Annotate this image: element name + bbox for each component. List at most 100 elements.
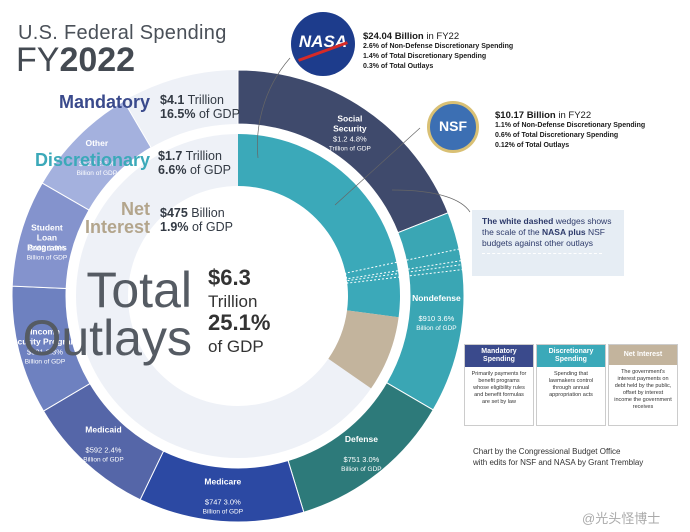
discretionary-unit: Trillion <box>185 149 222 163</box>
total-outlays-label: Total Outlays <box>20 265 192 363</box>
nsf-connector <box>334 127 421 206</box>
legend-discretionary-title: Discretionary Spending <box>537 345 605 367</box>
outer-unit-other: Billion of GDP <box>77 170 117 177</box>
outer-unit-nondefense: Billion of GDP <box>416 325 456 332</box>
legend-mandatory-title-line2: Spending <box>483 356 515 363</box>
discretionary-amount: $1.7 <box>158 149 183 163</box>
discretionary-value: $1.7 Trillion 6.6% of GDP <box>158 149 231 177</box>
legend-net-interest-body: The government's interest payments on de… <box>614 369 672 410</box>
note-part2: wedges shows the scale of the <box>482 216 612 237</box>
title-year: 2022 <box>59 41 136 79</box>
nsf-logo-text: NSF <box>439 118 467 134</box>
mandatory-unit: Trillion <box>187 93 224 107</box>
legend-discretionary-title-line2: Spending <box>555 356 587 363</box>
inner-wedge-discretionary <box>238 134 401 318</box>
note-part1: The white dashed <box>482 216 554 226</box>
total-pct-suffix: of GDP <box>208 337 264 356</box>
discretionary-pct: 6.6% <box>158 163 187 177</box>
outer-value-student-loan-programs: $482 1.9% <box>29 243 65 252</box>
legend-mandatory-title-line1: Mandatory <box>481 348 517 355</box>
center-disc <box>128 186 348 406</box>
nasa-logo: NASA <box>291 12 355 76</box>
nasa-line2: 1.4% of Total Discretionary Spending <box>363 53 487 60</box>
outer-unit-social-security: Trillion of GDP <box>329 145 371 152</box>
outer-unit-income-security-programs: Billion of GDP <box>25 358 65 365</box>
outer-unit-student-loan-programs: Billion of GDP <box>27 254 67 261</box>
total-pct: 25.1% <box>208 310 271 335</box>
nsf-logo: NSF <box>427 101 479 153</box>
legend-net-interest-title-line1: Net Interest <box>623 351 663 358</box>
discretionary-label: Discretionary <box>34 150 150 170</box>
nsf-annotation: $10.17 Billion in FY22 1.1% of Non-Defen… <box>495 110 645 151</box>
legend-net-interest-title: Net Interest <box>609 345 677 365</box>
total-outlays-value: $6.3 Trillion 25.1% of GDP <box>208 266 270 356</box>
net-interest-label-line1: Net <box>120 199 150 219</box>
title-prefix: FY <box>16 41 60 79</box>
nsf-amount-suffix: in FY22 <box>558 110 592 121</box>
total-amount: $6.3 <box>208 265 251 290</box>
outer-label-other: Other <box>85 138 108 148</box>
credit-line2: with edits for NSF and NASA by Grant Tre… <box>473 458 644 467</box>
nasa-connector <box>257 57 291 159</box>
net-interest-value: $475 Billion 1.9% of GDP <box>160 206 233 234</box>
total-unit: Trillion <box>208 292 258 311</box>
mandatory-amount: $4.1 <box>160 93 185 107</box>
chart-credit: Chart by the Congressional Budget Office… <box>473 446 643 468</box>
outer-label-medicaid: Medicaid <box>85 425 121 435</box>
outer-value-social-security: $1.2 4.8% <box>333 134 367 143</box>
outer-wedge-other <box>41 100 152 211</box>
note-dashed-sample <box>482 253 602 254</box>
discretionary-pct-suffix: of GDP <box>189 163 231 177</box>
outer-label-nondefense: Nondefense <box>412 293 461 303</box>
note-part3: NASA plus <box>542 227 586 237</box>
watermark: @光头怪博士 <box>582 511 661 526</box>
legend-discretionary: Discretionary Spending Spending that lawm… <box>536 344 606 426</box>
legend-mandatory-title: Mandatory Spending <box>465 345 533 367</box>
outer-unit-medicare: Billion of GDP <box>203 508 243 515</box>
nasa-amount-suffix: in FY22 <box>426 31 460 42</box>
credit-line1: Chart by the Congressional Budget Office <box>473 447 621 456</box>
legend-net-interest: Net Interest The government's interest p… <box>608 344 678 426</box>
nasa-line3: 0.3% of Total Outlays <box>363 63 434 70</box>
chart-title-line1: U.S. Federal Spending <box>18 22 227 44</box>
legend-mandatory: Mandatory Spending Primarily payments for… <box>464 344 534 426</box>
outer-label-defense: Defense <box>345 434 378 444</box>
net-interest-unit: Billion <box>191 206 225 220</box>
net-interest-amount: $475 <box>160 206 188 220</box>
dashed-wedge-note: The white dashed wedges shows the scale … <box>472 210 624 276</box>
outer-label-social-security: Social Security <box>333 113 367 133</box>
outer-unit-defense: Billion of GDP <box>341 466 381 473</box>
mandatory-value: $4.1 Trillion 16.5% of GDP <box>160 93 240 121</box>
net-interest-pct: 1.9% <box>160 220 189 234</box>
nsf-line2: 0.6% of Total Discretionary Spending <box>495 132 619 139</box>
dashed-wedge-nsf <box>346 264 464 284</box>
legend-mandatory-body: Primarily payments for benefit programs … <box>471 371 527 405</box>
nasa-amount: $24.04 Billion <box>363 31 424 42</box>
outer-unit-medicaid: Billion of GDP <box>83 457 123 464</box>
net-interest-pct-suffix: of GDP <box>191 220 233 234</box>
note-part4: NSF budgets against other outlays <box>482 227 605 248</box>
outer-value-income-security-programs: $581 2.3% <box>27 347 63 356</box>
dashed-wedge-nasa <box>345 248 462 280</box>
nasa-line1: 2.6% of Non-Defense Discretionary Spendi… <box>363 43 514 50</box>
outer-label-medicare: Medicare <box>204 476 241 486</box>
mandatory-pct: 16.5% <box>160 107 196 121</box>
outer-value-medicare: $747 3.0% <box>205 497 241 506</box>
nsf-line1: 1.1% of Non-Defense Discretionary Spendi… <box>495 122 646 129</box>
outer-value-nondefense: $910 3.6% <box>418 314 454 323</box>
outer-label-student-loan-programs: Student Loan Programs <box>27 222 67 252</box>
outer-value-defense: $751 3.0% <box>343 455 379 464</box>
legend-discretionary-title-line1: Discretionary <box>548 348 594 355</box>
mandatory-pct-suffix: of GDP <box>198 107 240 121</box>
note-connector <box>391 189 471 213</box>
total-word2: Outlays <box>22 310 192 366</box>
outer-value-medicaid: $592 2.4% <box>86 446 122 455</box>
mandatory-label: Mandatory <box>58 92 150 112</box>
outer-value-other: $520 2.1% <box>79 159 115 168</box>
outer-label-income-security-programs: Income Security Programs <box>7 326 83 346</box>
nsf-amount: $10.17 Billion <box>495 110 556 121</box>
legend-discretionary-body: Spending that lawmakers control through … <box>548 371 594 398</box>
nsf-line3: 0.12% of Total Outlays <box>495 142 570 149</box>
total-word1: Total <box>86 262 192 318</box>
